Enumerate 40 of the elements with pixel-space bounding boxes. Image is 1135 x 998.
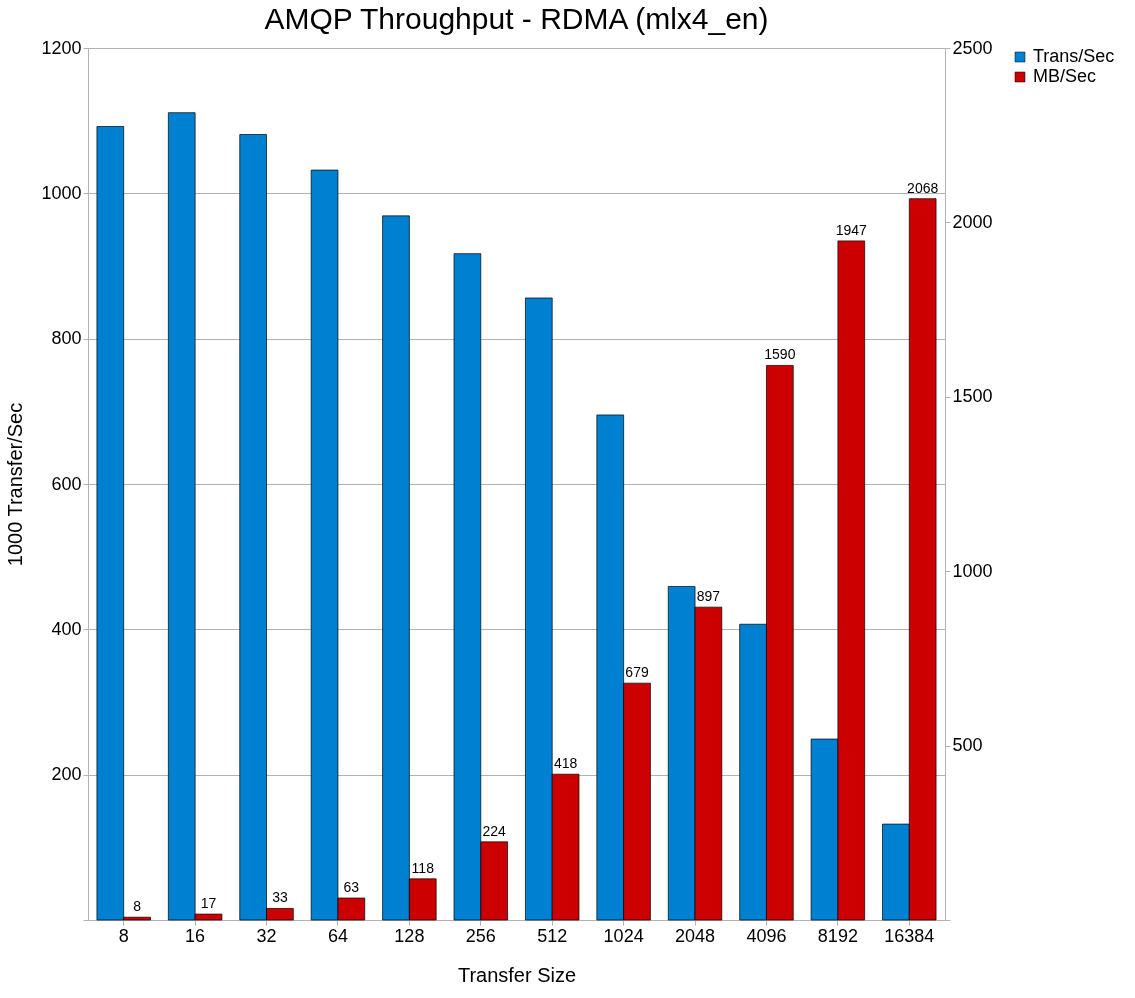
y2-tick-label: 1000 [952,560,993,581]
data-label: 118 [411,859,435,876]
data-label: 2068 [907,179,939,196]
data-label: 17 [200,895,217,912]
x-tick-label: 128 [394,925,425,946]
y-tick-label: 400 [51,618,82,639]
y2-tick-label: 2000 [952,211,993,232]
y-tick-label: 1000 [41,182,82,203]
x-tick-label: 16 [185,925,206,946]
data-label: 224 [482,822,507,839]
data-label: 63 [343,879,360,896]
data-label: 33 [272,889,288,906]
y2-tick-label: 1500 [952,386,993,407]
y-tick-label: 200 [51,764,82,785]
data-label: 418 [553,755,578,772]
data-label: 1590 [764,346,796,363]
x-tick-label: 8192 [817,925,858,946]
legend-label: Trans/Sec [1033,46,1115,66]
x-tick-label: 8 [118,925,129,946]
x-tick-label: 1024 [603,925,644,946]
legend-label: MB/Sec [1033,66,1097,86]
x-tick-label: 256 [465,925,496,946]
y-tick-label: 800 [51,328,82,349]
data-label: 679 [625,664,649,681]
x-tick-label: 2048 [675,925,716,946]
x-tick-label: 512 [537,925,568,946]
x-tick-label: 4096 [746,925,787,946]
x-tick-label: 32 [256,925,277,946]
data-label: 897 [696,588,721,605]
data-label: 1947 [835,221,868,238]
x-tick-label: 16384 [884,925,935,946]
y2-tick-label: 500 [952,735,983,756]
data-label: 8 [133,898,142,915]
chart-title: AMQP Throughput - RDMA (mlx4_en) [264,2,769,35]
y-tick-label: 1200 [41,37,82,58]
y-axis-title: 1000 Transfer/Sec [4,402,27,567]
y-tick-label: 600 [51,473,82,494]
x-tick-label: 64 [327,925,348,946]
x-axis-title: Transfer Size [457,963,577,986]
y2-tick-label: 2500 [952,37,993,58]
